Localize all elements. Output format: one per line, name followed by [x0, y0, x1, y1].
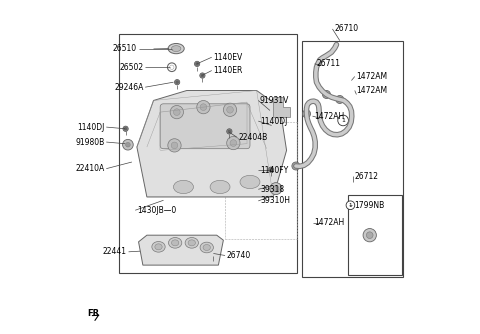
Circle shape: [363, 228, 376, 242]
Text: 26712: 26712: [355, 172, 379, 181]
Ellipse shape: [168, 237, 182, 248]
Circle shape: [366, 232, 373, 238]
Text: 26510: 26510: [113, 44, 137, 53]
Circle shape: [171, 142, 178, 149]
Circle shape: [227, 136, 240, 150]
Polygon shape: [137, 91, 287, 197]
Text: 29246A: 29246A: [114, 83, 144, 92]
Text: 1140FY: 1140FY: [260, 166, 288, 175]
Polygon shape: [139, 235, 223, 265]
Circle shape: [336, 96, 344, 104]
Text: 1472AM: 1472AM: [357, 86, 387, 95]
Text: FR: FR: [87, 309, 99, 318]
Circle shape: [268, 167, 274, 172]
Circle shape: [230, 140, 237, 146]
Circle shape: [211, 251, 215, 255]
Bar: [301, 41, 403, 277]
Ellipse shape: [240, 175, 260, 189]
Circle shape: [346, 201, 355, 209]
Text: 22410A: 22410A: [75, 164, 105, 173]
Ellipse shape: [210, 180, 230, 194]
Ellipse shape: [171, 46, 181, 51]
Text: 1140DJ: 1140DJ: [77, 123, 105, 132]
Circle shape: [227, 129, 232, 134]
Circle shape: [294, 164, 298, 168]
Ellipse shape: [200, 242, 214, 253]
Ellipse shape: [152, 241, 165, 252]
Circle shape: [123, 126, 128, 131]
Circle shape: [227, 107, 233, 113]
Text: 91980B: 91980B: [75, 138, 105, 147]
Ellipse shape: [188, 240, 195, 246]
Text: 1430JB—0: 1430JB—0: [137, 206, 176, 215]
Text: 1472AH: 1472AH: [314, 218, 345, 227]
Circle shape: [324, 93, 328, 97]
Circle shape: [176, 81, 179, 84]
Bar: [225, 122, 297, 238]
Circle shape: [210, 249, 216, 256]
Ellipse shape: [168, 43, 184, 54]
Bar: [119, 34, 297, 274]
Text: 1799NB: 1799NB: [354, 201, 384, 210]
Circle shape: [200, 73, 205, 78]
Circle shape: [122, 139, 133, 150]
Circle shape: [173, 109, 180, 116]
Circle shape: [197, 101, 210, 114]
Circle shape: [304, 112, 309, 116]
Circle shape: [194, 61, 200, 66]
Ellipse shape: [203, 244, 210, 250]
Ellipse shape: [171, 240, 179, 246]
Ellipse shape: [173, 180, 193, 194]
Text: 91931V: 91931V: [260, 96, 289, 105]
Text: 26740: 26740: [227, 251, 251, 260]
Circle shape: [200, 104, 207, 111]
Circle shape: [124, 127, 127, 130]
Ellipse shape: [185, 237, 198, 248]
Circle shape: [338, 98, 342, 102]
Text: 26502: 26502: [120, 63, 144, 72]
Bar: [348, 195, 402, 275]
Text: 26711: 26711: [316, 59, 340, 68]
Text: 26710: 26710: [334, 24, 358, 33]
Text: 1140ER: 1140ER: [214, 66, 243, 75]
Circle shape: [126, 142, 130, 147]
Circle shape: [196, 62, 198, 65]
Text: 1: 1: [348, 203, 352, 208]
Text: 39310H: 39310H: [260, 196, 290, 205]
Circle shape: [338, 115, 348, 126]
Circle shape: [302, 110, 311, 118]
Text: 22404B: 22404B: [239, 133, 267, 142]
Ellipse shape: [155, 244, 162, 250]
Polygon shape: [273, 97, 290, 117]
Circle shape: [174, 79, 180, 85]
Text: 22441: 22441: [103, 247, 127, 256]
Text: 1472AM: 1472AM: [357, 72, 387, 81]
Text: 1: 1: [341, 118, 345, 123]
Circle shape: [292, 162, 300, 170]
Circle shape: [273, 186, 279, 192]
Circle shape: [270, 168, 272, 171]
Text: 1472AH: 1472AH: [314, 112, 345, 121]
Circle shape: [168, 139, 181, 152]
Circle shape: [228, 130, 231, 133]
Circle shape: [201, 74, 204, 77]
Text: 1140EV: 1140EV: [214, 53, 243, 62]
Circle shape: [323, 91, 330, 99]
Circle shape: [270, 183, 282, 195]
Circle shape: [223, 103, 237, 117]
Text: 1140DJ: 1140DJ: [260, 117, 288, 126]
Circle shape: [170, 106, 183, 119]
FancyBboxPatch shape: [160, 104, 250, 149]
Text: 39318: 39318: [260, 185, 284, 194]
